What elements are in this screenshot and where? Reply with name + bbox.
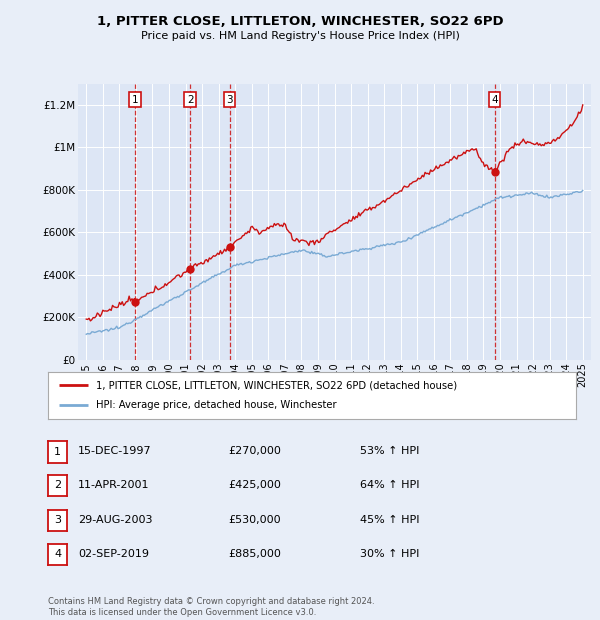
Text: £885,000: £885,000: [228, 549, 281, 559]
Text: 2: 2: [54, 480, 61, 490]
Text: 1, PITTER CLOSE, LITTLETON, WINCHESTER, SO22 6PD (detached house): 1, PITTER CLOSE, LITTLETON, WINCHESTER, …: [95, 380, 457, 390]
Text: 45% ↑ HPI: 45% ↑ HPI: [360, 515, 419, 525]
Text: 2: 2: [187, 95, 194, 105]
Text: 3: 3: [54, 515, 61, 525]
Text: 29-AUG-2003: 29-AUG-2003: [78, 515, 152, 525]
Text: 3: 3: [226, 95, 233, 105]
Text: Price paid vs. HM Land Registry's House Price Index (HPI): Price paid vs. HM Land Registry's House …: [140, 31, 460, 41]
Text: £530,000: £530,000: [228, 515, 281, 525]
Text: 30% ↑ HPI: 30% ↑ HPI: [360, 549, 419, 559]
Text: 64% ↑ HPI: 64% ↑ HPI: [360, 480, 419, 490]
Text: 1: 1: [54, 447, 61, 457]
Text: 11-APR-2001: 11-APR-2001: [78, 480, 149, 490]
Text: 4: 4: [54, 549, 61, 559]
Text: £425,000: £425,000: [228, 480, 281, 490]
Text: 15-DEC-1997: 15-DEC-1997: [78, 446, 152, 456]
Text: 1: 1: [132, 95, 139, 105]
Text: £270,000: £270,000: [228, 446, 281, 456]
Text: 02-SEP-2019: 02-SEP-2019: [78, 549, 149, 559]
Text: Contains HM Land Registry data © Crown copyright and database right 2024.
This d: Contains HM Land Registry data © Crown c…: [48, 598, 374, 617]
Text: 1, PITTER CLOSE, LITTLETON, WINCHESTER, SO22 6PD: 1, PITTER CLOSE, LITTLETON, WINCHESTER, …: [97, 16, 503, 28]
Text: HPI: Average price, detached house, Winchester: HPI: Average price, detached house, Winc…: [95, 401, 336, 410]
Text: 53% ↑ HPI: 53% ↑ HPI: [360, 446, 419, 456]
Text: 4: 4: [491, 95, 498, 105]
